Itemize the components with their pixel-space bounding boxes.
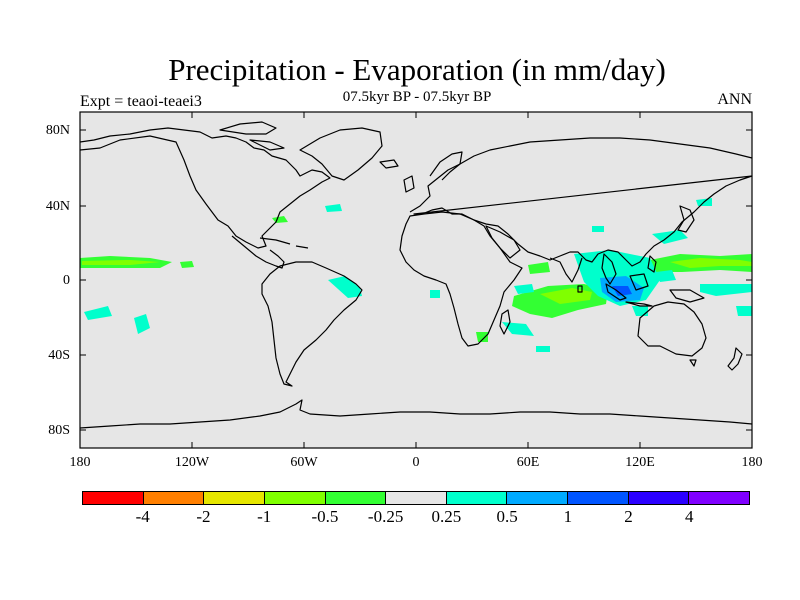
lon-tick-60e: 60E [516, 455, 540, 470]
colorbar-label: -4 [135, 507, 150, 526]
philippine-cyan [656, 270, 676, 282]
colorbar-swatch [83, 492, 144, 504]
lat-tick-40s: 40S [48, 348, 70, 363]
arabia-coast [485, 225, 521, 259]
colorbar-swatch [386, 492, 447, 504]
tick-marks [79, 112, 753, 448]
indochina-coast [601, 253, 617, 285]
coral-sea-cyan [632, 306, 648, 316]
new-guinea-coast [669, 289, 705, 303]
india-coast [549, 257, 583, 283]
lon-tick-0: 0 [412, 455, 420, 470]
pacific-itcz-core [82, 260, 160, 265]
philippines-coast [647, 255, 657, 273]
mozambique-green [476, 332, 488, 342]
north-america-coast [79, 127, 331, 249]
colorbar-label: -0.25 [367, 507, 404, 526]
sumatra-coast [605, 283, 627, 301]
eurasia-coast [409, 137, 753, 267]
chart-title: Precipitation - Evaporation (in mm/day) [168, 52, 666, 87]
colorbar-label: -2 [196, 507, 211, 526]
colorbar-label: 4 [685, 507, 694, 526]
colorbar-label: 0.5 [496, 507, 518, 526]
colorbar-swatch [568, 492, 629, 504]
australia-coast [637, 301, 707, 357]
south-atlantic-cyan [430, 290, 440, 298]
colorbar-label: 2 [624, 507, 633, 526]
lon-tick-120e: 120E [625, 455, 655, 470]
colorbar-swatch [628, 492, 690, 504]
south-pacific-cyan [84, 306, 112, 320]
scandinavia-coast [429, 151, 463, 181]
west-pacific-core [670, 258, 752, 268]
north-atlantic-cyan [325, 204, 342, 212]
colorbar-swatch [264, 492, 326, 504]
colorbar-swatch [689, 492, 750, 504]
colorbar-swatch [507, 492, 569, 504]
east-china-cyan [652, 230, 688, 244]
experiment-label: Expt = teaoi-teaei3 [80, 93, 202, 110]
colorbar-label: 1 [563, 507, 573, 526]
lat-tick-80n: 80N [45, 123, 70, 138]
south-pacific-cyan-2 [134, 314, 150, 334]
lat-tick-80s: 80S [48, 423, 70, 438]
new-zealand-coast [727, 347, 743, 371]
iceland-coast [379, 159, 399, 169]
colorbar-swatch [325, 492, 387, 504]
antarctica-coast [79, 399, 753, 429]
arctic-islands [219, 121, 285, 151]
madagascar-cyan [502, 322, 534, 336]
lon-tick-180w: 180 [69, 455, 91, 470]
java-coast [625, 301, 653, 307]
colorbar-swatch [446, 492, 508, 504]
british-isles-coast [403, 175, 415, 193]
lon-tick-180e: 180 [741, 455, 763, 470]
south-indian-cyan [536, 346, 550, 352]
lat-tick-eq: 0 [63, 273, 70, 288]
sri-lanka-coast [577, 285, 583, 293]
somali-cyan [514, 284, 534, 294]
anomaly-shading [80, 198, 752, 352]
south-pacific-cyan-3 [700, 284, 752, 296]
arabian-sea-green [528, 262, 550, 274]
season-label: ANN [717, 91, 752, 108]
colorbar-label: 0.25 [431, 507, 462, 526]
lon-tick-60w: 60W [290, 455, 318, 470]
colorbar-swatch [204, 492, 265, 504]
south-america-coast [261, 261, 363, 387]
greenland-coast [299, 127, 383, 181]
caribbean-islands [259, 237, 309, 249]
lon-tick-120w: 120W [174, 455, 210, 470]
colorbar-label: -1 [257, 507, 272, 526]
coastlines [79, 121, 753, 429]
chart-subtitle: 07.5kyr BP - 07.5kyr BP [342, 89, 492, 105]
madagascar-coast [499, 309, 511, 335]
colorbar [82, 491, 750, 505]
africa-coast [399, 211, 523, 347]
tasmania-coast [689, 359, 697, 367]
colorbar-swatch [143, 492, 205, 504]
lat-tick-40n: 40N [45, 199, 70, 214]
japan-coast [677, 205, 695, 233]
equatorial-atlantic-cyan [328, 276, 362, 298]
colorbar-label: -0.5 [311, 507, 339, 526]
central-america-coast [231, 235, 285, 269]
bay-bengal-cyan [592, 226, 604, 232]
pacific-small-green [180, 261, 194, 268]
borneo-coast [629, 273, 649, 291]
south-pacific-east-cyan [736, 306, 752, 316]
maritime-strong-blue [612, 286, 632, 296]
